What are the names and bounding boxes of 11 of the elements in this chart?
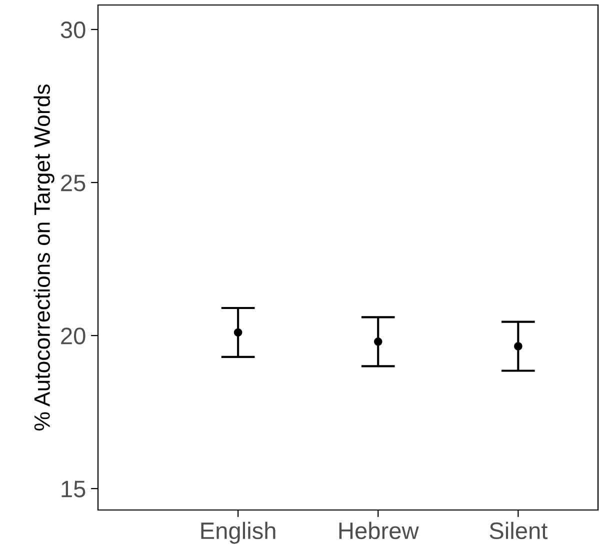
x-tick-label: Silent xyxy=(490,522,548,540)
point xyxy=(234,328,242,337)
x-tick-label: Hebrew xyxy=(339,522,419,540)
y-axis-title: % Autocorrections on Target Words xyxy=(34,84,54,430)
y-tick-label: 25 xyxy=(61,174,86,192)
point xyxy=(374,338,382,346)
y-tick-label: 20 xyxy=(61,328,86,344)
y-tick-label: 15 xyxy=(62,480,86,498)
point xyxy=(514,342,522,350)
y-tick-label: 30 xyxy=(60,22,86,38)
x-tick-label: English xyxy=(201,522,276,544)
